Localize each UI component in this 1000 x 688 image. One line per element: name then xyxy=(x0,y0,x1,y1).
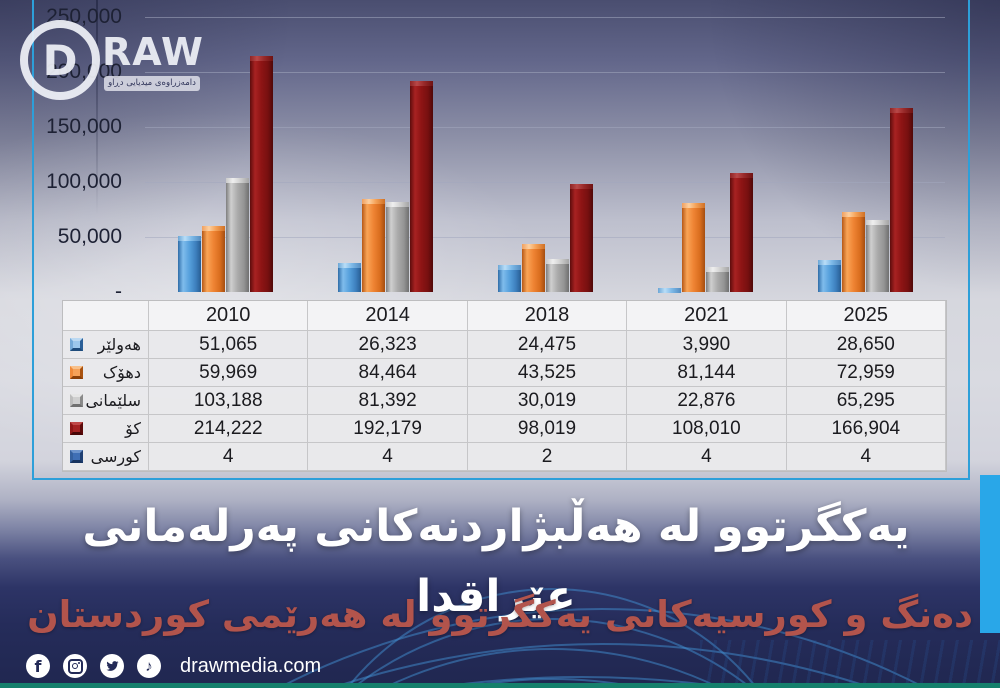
instagram-glyph xyxy=(67,658,83,674)
table-corner-cell xyxy=(63,301,149,331)
decorative-stripes xyxy=(700,640,1000,686)
instagram-icon[interactable] xyxy=(63,654,87,678)
value-cell: 65,295 xyxy=(786,387,946,415)
decorative-arcs xyxy=(0,548,1000,688)
footer-bar: f ♪ drawmedia.com xyxy=(26,652,321,680)
y-axis-label: 50,000 xyxy=(57,225,122,248)
logo-raw-text: RAW xyxy=(102,30,204,74)
gridline xyxy=(145,237,945,238)
value-cell: 24,475 xyxy=(467,331,628,359)
bar-2010 xyxy=(250,56,273,292)
twitter-bird-glyph xyxy=(106,661,118,671)
bar-2014 xyxy=(410,81,433,292)
legend-marker xyxy=(70,422,83,435)
year-header: 2018 xyxy=(467,301,628,331)
y-axis-label: 100,000 xyxy=(46,170,122,193)
value-cell: 192,179 xyxy=(308,415,468,443)
value-cell: 2 xyxy=(467,443,628,471)
bar-2018 xyxy=(498,265,521,292)
gridline xyxy=(145,72,945,73)
row-label-text: دهۆک xyxy=(102,363,141,382)
bar-2010 xyxy=(178,236,201,292)
row-label-text: هەولێر xyxy=(97,335,141,354)
tiktok-icon[interactable]: ♪ xyxy=(137,654,161,678)
year-header: 2014 xyxy=(308,301,468,331)
value-cell: 166,904 xyxy=(786,415,946,443)
row-label-text: سلێمانی xyxy=(85,391,141,410)
bar-2010 xyxy=(202,226,225,292)
y-axis-label: - xyxy=(115,280,122,303)
bar-2014 xyxy=(362,199,385,292)
value-cell: 84,464 xyxy=(308,359,468,387)
value-cell: 59,969 xyxy=(149,359,309,387)
bar-2021 xyxy=(682,203,705,292)
value-cell: 81,144 xyxy=(627,359,787,387)
gridline xyxy=(145,182,945,183)
value-cell: 22,876 xyxy=(627,387,787,415)
bar-2021 xyxy=(706,267,729,292)
legend-marker xyxy=(70,338,83,351)
logo-circle-icon: D xyxy=(20,20,100,100)
bar-2021 xyxy=(730,173,753,292)
year-header: 2010 xyxy=(149,301,309,331)
value-cell: 28,650 xyxy=(786,331,946,359)
bar-2010 xyxy=(226,178,249,292)
legend-marker xyxy=(70,394,83,407)
logo-d-letter: D xyxy=(42,35,78,85)
gridline xyxy=(145,17,945,18)
gridline xyxy=(145,127,945,128)
cyan-accent-bar xyxy=(980,475,1000,633)
row-label: کۆ xyxy=(63,415,149,443)
legend-marker xyxy=(70,366,83,379)
row-label-text: کۆ xyxy=(125,419,141,438)
value-cell: 108,010 xyxy=(627,415,787,443)
bar-2025 xyxy=(866,220,889,292)
twitter-icon[interactable] xyxy=(100,654,124,678)
bar-2025 xyxy=(890,108,913,292)
value-cell: 4 xyxy=(149,443,309,471)
bar-2014 xyxy=(386,202,409,292)
row-label-text: کورسی xyxy=(90,447,141,466)
logo-tagline: دامەزراوەی میدیایی دڕاو xyxy=(104,76,200,91)
bar-2018 xyxy=(546,259,569,292)
y-axis-line xyxy=(96,0,98,215)
value-cell: 26,323 xyxy=(308,331,468,359)
bar-2025 xyxy=(818,260,841,292)
value-cell: 214,222 xyxy=(149,415,309,443)
draw-logo: D RAW دامەزراوەی میدیایی دڕاو xyxy=(20,16,220,102)
value-cell: 4 xyxy=(786,443,946,471)
row-label: دهۆک xyxy=(63,359,149,387)
bar-2014 xyxy=(338,263,361,292)
value-cell: 51,065 xyxy=(149,331,309,359)
bar-2018 xyxy=(522,244,545,292)
value-cell: 81,392 xyxy=(308,387,468,415)
value-cell: 4 xyxy=(627,443,787,471)
value-cell: 30,019 xyxy=(467,387,628,415)
headline-secondary: دەنگ و کورسیەکانی یەکگرتوو لە هەرێمی کور… xyxy=(27,593,973,636)
year-header: 2021 xyxy=(627,301,787,331)
value-cell: 72,959 xyxy=(786,359,946,387)
row-label: سلێمانی xyxy=(63,387,149,415)
row-label: هەولێر xyxy=(63,331,149,359)
value-cell: 98,019 xyxy=(467,415,628,443)
year-header: 2025 xyxy=(786,301,946,331)
value-cell: 3,990 xyxy=(627,331,787,359)
value-cell: 4 xyxy=(308,443,468,471)
y-axis-label: 150,000 xyxy=(46,115,122,138)
bar-2018 xyxy=(570,184,593,292)
legend-marker xyxy=(70,450,83,463)
bar-2021 xyxy=(658,288,681,293)
data-table: 2010 2014 2018 2021 2025 هەولێر 51,065 26,323 24… xyxy=(62,300,947,472)
headline-primary: یەکگرتوو لە هەڵبژاردنەکانی پەرلەمانی عێر… xyxy=(82,501,910,622)
value-cell: 103,188 xyxy=(149,387,309,415)
value-cell: 43,525 xyxy=(467,359,628,387)
website-url[interactable]: drawmedia.com xyxy=(180,654,322,677)
facebook-icon[interactable]: f xyxy=(26,654,50,678)
teal-bottom-strip xyxy=(0,683,1000,688)
bar-2025 xyxy=(842,212,865,292)
row-label: کورسی xyxy=(63,443,149,471)
